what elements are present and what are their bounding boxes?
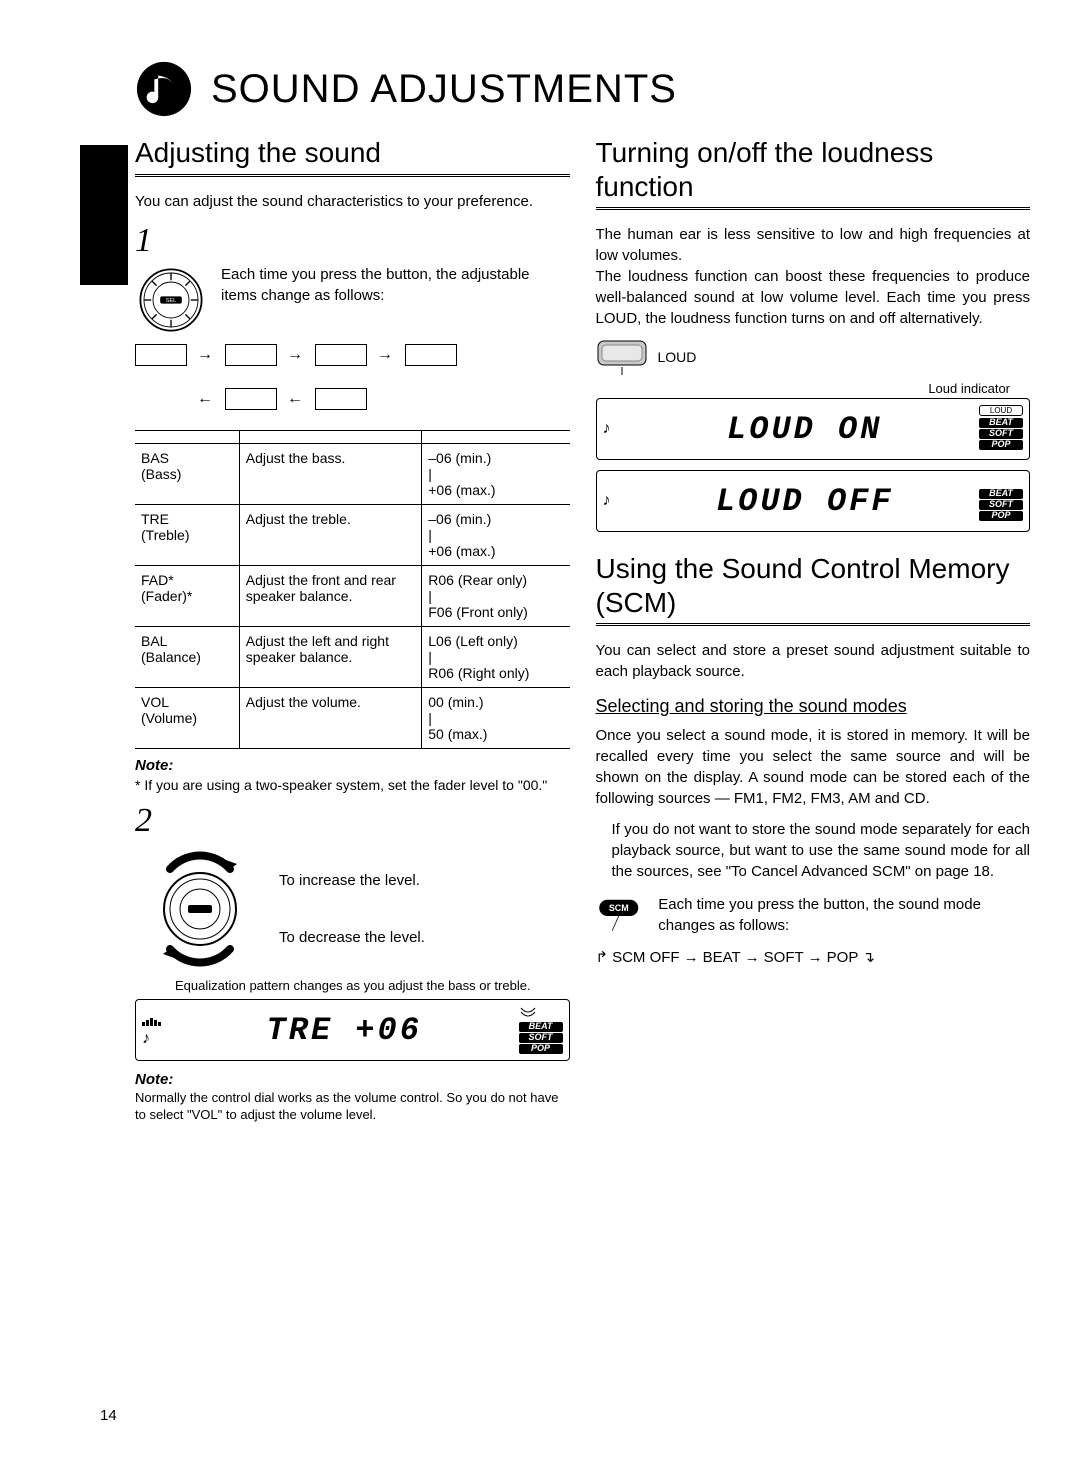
svg-text:SCM: SCM [608, 904, 628, 914]
svg-text:SEL: SEL [166, 297, 176, 303]
table-header [239, 430, 421, 443]
sound-adjust-table: BAS (Bass) Adjust the bass. –06 (min.) |… [135, 430, 570, 749]
intro-text: You can adjust the sound characteristics… [135, 191, 570, 212]
table-row: VOL (Volume) Adjust the volume. 00 (min.… [135, 687, 570, 748]
table-header [422, 430, 570, 443]
side-tab [80, 145, 128, 285]
scm-subheading: Selecting and storing the sound modes [596, 696, 1031, 717]
music-note-icon [135, 60, 193, 118]
display-text: LOUD ON [631, 411, 980, 448]
table-row: BAS (Bass) Adjust the bass. –06 (min.) |… [135, 443, 570, 504]
note-text: Normally the control dial works as the v… [135, 1090, 570, 1124]
badge-soft: SOFT [979, 500, 1023, 510]
heading-adjusting: Adjusting the sound [135, 136, 570, 177]
scm-body-2: If you do not want to store the sound mo… [596, 819, 1031, 882]
cycle-diagram: → → → ← ← [135, 344, 570, 416]
scm-button-text: Each time you press the button, the soun… [658, 894, 1030, 936]
note-label: Note: [135, 757, 570, 774]
scm-flow: ↱ SCM OFF → BEAT → SOFT → POP ↴ [596, 948, 1031, 966]
loudness-text: The human ear is less sensitive to low a… [596, 224, 1031, 329]
left-column: Adjusting the sound You can adjust the s… [135, 136, 570, 1124]
loud-button-label: LOUD [658, 349, 697, 365]
scm-mode: SOFT [764, 949, 804, 966]
note-text: * If you are using a two-speaker system,… [135, 776, 570, 795]
table-header [135, 430, 239, 443]
display-text: LOUD OFF [631, 483, 980, 520]
badge-pop: POP [979, 511, 1023, 521]
table-row: TRE (Treble) Adjust the treble. –06 (min… [135, 504, 570, 565]
scm-button-icon: SCM [596, 894, 645, 938]
scm-body-1: Once you select a sound mode, it is stor… [596, 725, 1031, 809]
sel-knob-icon: SEL [135, 264, 207, 336]
heading-loudness: Turning on/off the loudness function [596, 136, 1031, 210]
scm-intro: You can select and store a preset sound … [596, 640, 1031, 682]
page-title: SOUND ADJUSTMENTS [211, 67, 677, 112]
scm-mode: BEAT [703, 949, 741, 966]
display-loud-off: ♪ LOUD OFF BEAT SOFT POP [596, 470, 1031, 532]
table-row: FAD* (Fader)* Adjust the front and rear … [135, 565, 570, 626]
right-column: Turning on/off the loudness function The… [596, 136, 1031, 1124]
page-header: SOUND ADJUSTMENTS [135, 60, 1030, 118]
display-text: TRE +06 [170, 1012, 519, 1049]
heading-scm: Using the Sound Control Memory (SCM) [596, 552, 1031, 626]
volume-dial-icon [135, 844, 265, 974]
decrease-label: To decrease the level. [279, 927, 425, 948]
page-number: 14 [100, 1407, 117, 1424]
note-label: Note: [135, 1071, 570, 1088]
step-1-text: Each time you press the button, the adju… [221, 264, 570, 306]
scm-mode: SCM OFF [612, 949, 680, 966]
badge-soft: SOFT [519, 1033, 563, 1043]
display-loud-on: ♪ LOUD ON LOUD BEAT SOFT POP [596, 398, 1031, 460]
badge-pop: POP [979, 440, 1023, 450]
badge-beat: BEAT [519, 1022, 563, 1032]
loud-button-icon [596, 339, 648, 375]
display-tre: ♪ TRE +06 BEAT SOFT POP [135, 999, 570, 1061]
increase-label: To increase the level. [279, 870, 425, 891]
table-row: BAL (Balance) Adjust the left and right … [135, 626, 570, 687]
step-2-number: 2 [135, 802, 570, 840]
badge-pop: POP [519, 1044, 563, 1054]
step-1-number: 1 [135, 222, 570, 260]
loud-indicator-label: Loud indicator [596, 381, 1011, 396]
badge-beat: BEAT [979, 418, 1023, 428]
badge-soft: SOFT [979, 429, 1023, 439]
eq-caption: Equalization pattern changes as you adju… [175, 978, 570, 995]
badge-beat: BEAT [979, 489, 1023, 499]
scm-mode: POP [827, 949, 859, 966]
